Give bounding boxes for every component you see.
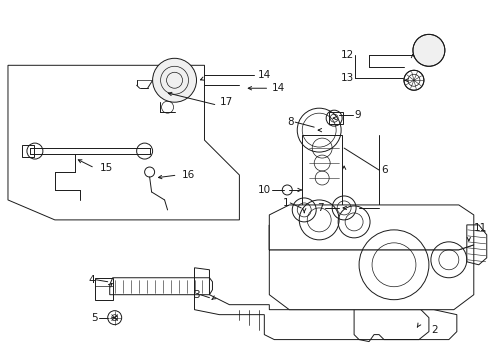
Polygon shape bbox=[269, 225, 473, 310]
Polygon shape bbox=[269, 205, 473, 250]
Text: 5: 5 bbox=[91, 312, 98, 323]
Text: 13: 13 bbox=[340, 73, 353, 83]
Text: 3: 3 bbox=[192, 290, 199, 300]
Circle shape bbox=[152, 58, 196, 102]
Text: 12: 12 bbox=[340, 50, 353, 60]
Circle shape bbox=[412, 34, 444, 66]
Bar bbox=[22, 145, 34, 157]
Text: 16: 16 bbox=[181, 170, 194, 180]
Text: 7: 7 bbox=[317, 203, 324, 213]
Bar bbox=[302, 135, 342, 210]
Text: 14: 14 bbox=[257, 70, 270, 80]
Text: 9: 9 bbox=[353, 110, 360, 120]
Bar bbox=[95, 278, 112, 300]
Text: 17: 17 bbox=[219, 97, 232, 107]
Bar bbox=[328, 112, 343, 124]
Text: 2: 2 bbox=[430, 325, 437, 334]
Text: 10: 10 bbox=[258, 185, 271, 195]
Text: 8: 8 bbox=[287, 117, 294, 127]
Text: 4: 4 bbox=[88, 275, 95, 285]
Text: 6: 6 bbox=[380, 165, 387, 175]
Text: 14: 14 bbox=[272, 83, 285, 93]
Text: 15: 15 bbox=[100, 163, 113, 173]
Text: 11: 11 bbox=[473, 223, 486, 233]
Text: 1: 1 bbox=[282, 198, 289, 208]
